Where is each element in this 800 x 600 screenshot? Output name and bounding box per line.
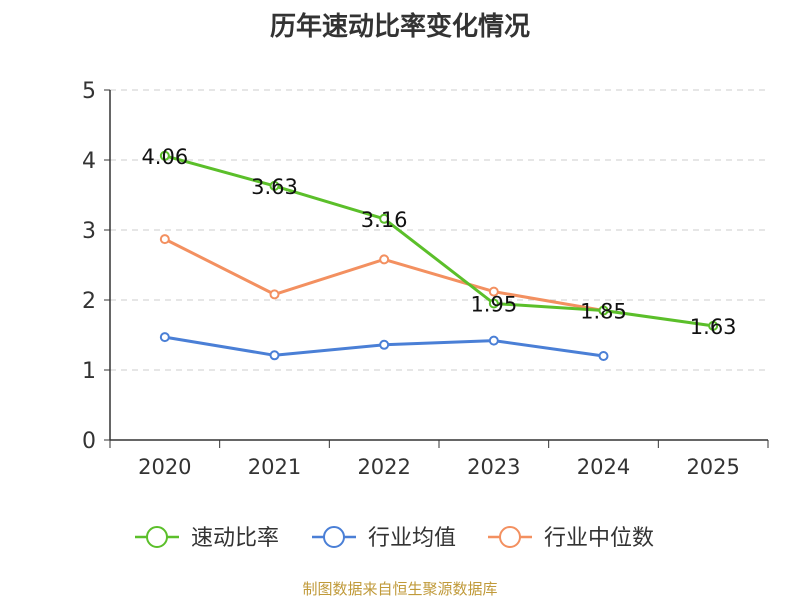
data-point: [269, 350, 280, 361]
data-point: [159, 234, 170, 245]
legend-marker-icon: [323, 526, 345, 548]
data-point: [488, 286, 499, 297]
data-point: [269, 289, 280, 300]
data-label: 3.16: [361, 208, 408, 232]
legend-item[interactable]: 行业均值: [312, 526, 456, 551]
legend[interactable]: 速动比率 行业均值 行业中位数: [135, 526, 654, 551]
series-lines: [159, 150, 719, 361]
data-point: [379, 254, 390, 265]
y-tick-label: 5: [82, 79, 96, 104]
data-point: [488, 335, 499, 346]
data-point: [488, 298, 499, 309]
source-note: 制图数据来自恒生聚源数据库: [302, 580, 498, 598]
grid-lines: [110, 89, 768, 371]
x-tick-label: 2025: [686, 455, 739, 479]
y-tick-label: 0: [82, 429, 96, 454]
data-point: [598, 351, 609, 361]
data-label: 1.95: [470, 293, 517, 317]
chart-title: 历年速动比率变化情况: [269, 12, 530, 42]
data-label: 4.06: [141, 145, 188, 169]
series-line: [164, 237, 604, 312]
axes: 0 1 2 3 4 5 2020 2021 2022 2023 2024 2025: [82, 79, 769, 479]
data-point: [269, 180, 280, 191]
legend-label: 行业中位数: [544, 526, 654, 551]
data-label: 3.63: [251, 175, 298, 199]
y-tick-label: 4: [82, 149, 96, 174]
x-tick-label: 2022: [357, 455, 410, 479]
legend-label: 速动比率: [191, 526, 279, 551]
data-point: [159, 332, 170, 343]
data-point: [159, 150, 170, 161]
y-tick-label: 3: [82, 219, 96, 244]
data-point: [708, 320, 719, 331]
data-point: [379, 213, 390, 224]
legend-item[interactable]: 行业中位数: [488, 526, 654, 551]
x-tick-label: 2024: [577, 455, 630, 479]
legend-label: 行业均值: [368, 526, 456, 551]
data-point: [379, 339, 390, 350]
x-tick-label: 2020: [138, 455, 191, 479]
legend-item[interactable]: 速动比率: [135, 526, 279, 551]
x-tick-label: 2023: [467, 455, 520, 479]
data-label: 1.63: [690, 315, 737, 339]
y-tick-label: 2: [82, 289, 96, 314]
data-label: 1.85: [580, 300, 627, 324]
y-tick-label: 1: [82, 359, 96, 384]
series-line: [164, 154, 714, 328]
legend-marker-icon: [499, 526, 521, 548]
legend-marker-icon: [146, 526, 168, 548]
data-point: [598, 305, 609, 316]
x-tick-label: 2021: [248, 455, 301, 479]
data-labels: 4.06 3.63 3.16 1.95 1.85 1.63: [141, 145, 736, 339]
